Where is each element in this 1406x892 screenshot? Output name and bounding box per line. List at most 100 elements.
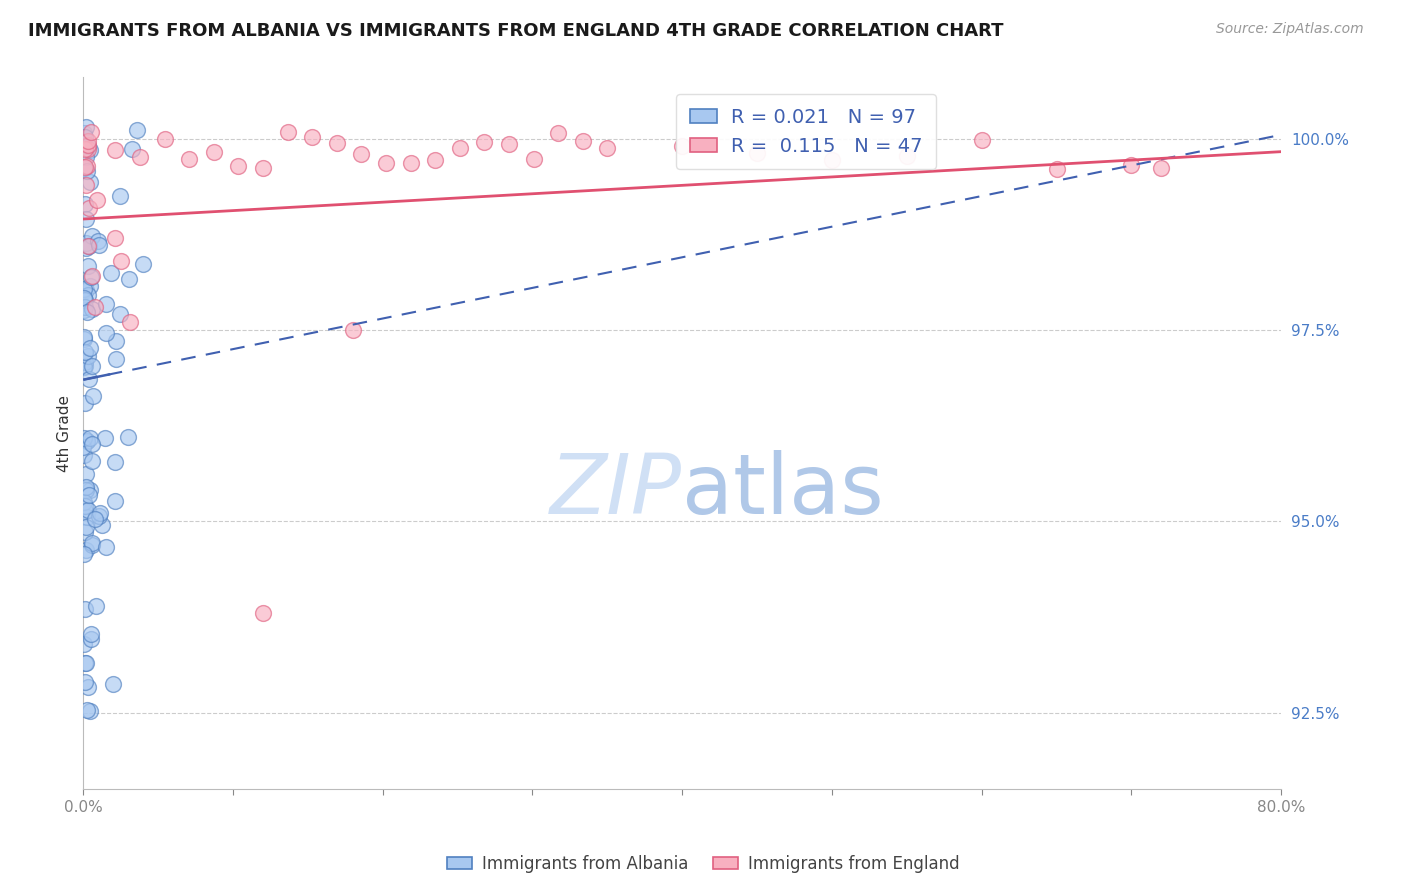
Legend: R = 0.021   N = 97, R =  0.115   N = 47: R = 0.021 N = 97, R = 0.115 N = 47: [676, 95, 936, 169]
Point: [77, 287, 100, 301]
Point: [75, 396, 97, 410]
Point: [423, 153, 446, 167]
Point: [896, 148, 918, 162]
Point: [449, 141, 471, 155]
Point: [73, 302, 96, 317]
Point: [73, 499, 96, 513]
Point: [73, 602, 96, 616]
Point: [82, 535, 104, 549]
Point: [75, 211, 97, 226]
Point: [76, 434, 98, 448]
Point: [77, 201, 100, 215]
Point: [76, 703, 98, 717]
Point: [75, 480, 97, 494]
Point: [1045, 161, 1067, 176]
Point: [153, 132, 176, 146]
Point: [100, 266, 122, 280]
Point: [301, 130, 323, 145]
Point: [77, 239, 100, 253]
Point: [79, 341, 101, 355]
Point: [79, 704, 101, 718]
Point: [80, 626, 103, 640]
Point: [105, 334, 128, 349]
Point: [75, 543, 97, 558]
Point: [75, 359, 97, 373]
Point: [75, 657, 97, 671]
Point: [73, 282, 96, 296]
Point: [82, 269, 104, 284]
Point: [77, 142, 100, 156]
Point: [72, 161, 94, 175]
Point: [73, 292, 96, 306]
Point: [80, 538, 103, 552]
Point: [1150, 161, 1173, 175]
Point: [671, 139, 693, 153]
Point: [73, 637, 96, 651]
Point: [94, 431, 117, 445]
Point: [86, 234, 108, 248]
Point: [73, 495, 96, 509]
Point: [73, 142, 96, 156]
Point: [73, 126, 96, 140]
Point: [84, 512, 107, 526]
Point: [75, 120, 97, 134]
Point: [73, 345, 96, 359]
Text: ZIP: ZIP: [550, 450, 682, 531]
Point: [80, 437, 103, 451]
Point: [75, 483, 97, 498]
Point: [75, 196, 97, 211]
Point: [76, 305, 98, 319]
Point: [73, 329, 96, 343]
Point: [82, 454, 104, 468]
Point: [76, 434, 98, 449]
Point: [84, 599, 107, 613]
Point: [75, 178, 97, 192]
Point: [89, 506, 111, 520]
Point: [77, 372, 100, 386]
Point: [179, 152, 201, 166]
Point: [129, 150, 152, 164]
Point: [252, 161, 274, 176]
Point: [73, 359, 96, 374]
Point: [108, 307, 131, 321]
Point: [73, 431, 96, 445]
Point: [73, 674, 96, 689]
Point: [121, 142, 143, 156]
Point: [79, 143, 101, 157]
Point: [79, 431, 101, 445]
Text: IMMIGRANTS FROM ALBANIA VS IMMIGRANTS FROM ENGLAND 4TH GRADE CORRELATION CHART: IMMIGRANTS FROM ALBANIA VS IMMIGRANTS FR…: [28, 22, 1004, 40]
Point: [73, 524, 96, 539]
Point: [73, 656, 96, 670]
Point: [75, 151, 97, 165]
Point: [1121, 158, 1143, 172]
Point: [73, 355, 96, 369]
Point: [110, 254, 132, 268]
Legend: Immigrants from Albania, Immigrants from England: Immigrants from Albania, Immigrants from…: [440, 848, 966, 880]
Point: [82, 388, 104, 402]
Point: [73, 332, 96, 346]
Point: [571, 134, 593, 148]
Point: [94, 297, 117, 311]
Y-axis label: 4th Grade: 4th Grade: [58, 395, 72, 472]
Point: [472, 135, 495, 149]
Point: [80, 301, 103, 316]
Point: [75, 161, 97, 175]
Point: [77, 135, 100, 149]
Point: [522, 152, 544, 166]
Point: [75, 503, 97, 517]
Point: [125, 123, 148, 137]
Point: [77, 502, 100, 516]
Point: [79, 483, 101, 498]
Point: [132, 257, 155, 271]
Point: [76, 159, 98, 173]
Point: [77, 349, 100, 363]
Point: [101, 677, 124, 691]
Point: [277, 125, 299, 139]
Point: [76, 137, 98, 152]
Point: [745, 146, 768, 161]
Point: [375, 155, 398, 169]
Point: [228, 159, 250, 173]
Point: [82, 359, 104, 373]
Point: [326, 136, 349, 150]
Point: [342, 323, 364, 337]
